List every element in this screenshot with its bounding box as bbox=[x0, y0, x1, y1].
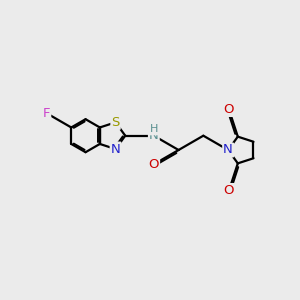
Text: H: H bbox=[150, 124, 158, 134]
Text: O: O bbox=[224, 103, 234, 116]
Text: O: O bbox=[148, 158, 159, 171]
Text: N: N bbox=[223, 143, 233, 157]
Text: S: S bbox=[111, 116, 120, 129]
Text: O: O bbox=[224, 184, 234, 197]
Text: F: F bbox=[43, 107, 50, 120]
Text: N: N bbox=[149, 129, 159, 142]
Text: N: N bbox=[111, 142, 120, 156]
